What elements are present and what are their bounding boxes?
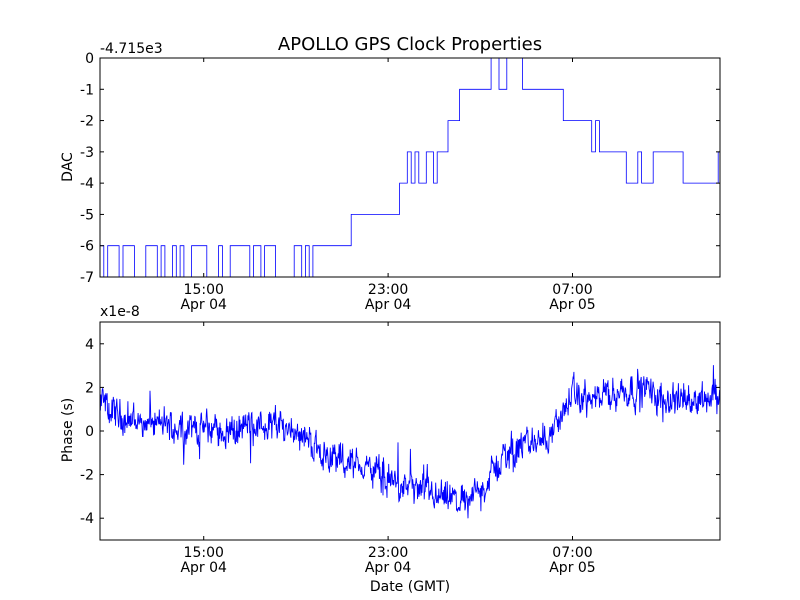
phase-offset-label: x1e-8 — [100, 304, 140, 320]
phase-ytick-label: 4 — [85, 337, 94, 353]
dac-ytick-label: -1 — [80, 82, 94, 98]
dac-ytick-label: -4 — [80, 176, 94, 192]
phase-xtick-time-label: 23:00 — [368, 545, 408, 561]
dac-xtick-date-label: Apr 05 — [549, 297, 595, 313]
chart-title: APOLLO GPS Clock Properties — [278, 34, 542, 55]
phase-ytick-label: 0 — [85, 424, 94, 440]
phase-xtick-date-label: Apr 05 — [549, 560, 595, 576]
phase-ytick-label: -2 — [80, 468, 94, 484]
phase-xtick-time-label: 07:00 — [552, 545, 592, 561]
dac-xtick-time-label: 23:00 — [368, 282, 408, 298]
dac-ytick-label: 0 — [85, 51, 94, 67]
dac-ylabel: DAC — [60, 152, 76, 182]
phase-xtick-date-label: Apr 04 — [365, 560, 412, 576]
phase-axes-frame — [99, 321, 721, 541]
phase-ylabel: Phase (s) — [60, 398, 76, 462]
phase-xtick-time-label: 15:00 — [184, 545, 224, 561]
dac-offset-label: -4.715e3 — [100, 41, 163, 57]
dac-xtick-time-label: 07:00 — [552, 282, 592, 298]
phase-xtick-date-label: Apr 04 — [180, 560, 227, 576]
phase-ytick-label: 2 — [85, 380, 94, 396]
dac-series-line — [100, 58, 720, 277]
dac-ytick-label: -5 — [80, 207, 94, 223]
dac-ytick-label: -6 — [80, 239, 94, 255]
dac-axes-frame — [99, 57, 721, 278]
phase-ytick-label: -4 — [80, 511, 94, 527]
dac-xtick-date-label: Apr 04 — [180, 297, 227, 313]
dac-xtick-time-label: 15:00 — [184, 282, 224, 298]
dac-ytick-label: -2 — [80, 114, 94, 130]
dac-ytick-label: -3 — [80, 145, 94, 161]
phase-xlabel: Date (GMT) — [370, 579, 450, 595]
dac-xtick-date-label: Apr 04 — [365, 297, 412, 313]
phase-series-line — [100, 365, 720, 519]
dac-ytick-label: -7 — [80, 270, 94, 286]
